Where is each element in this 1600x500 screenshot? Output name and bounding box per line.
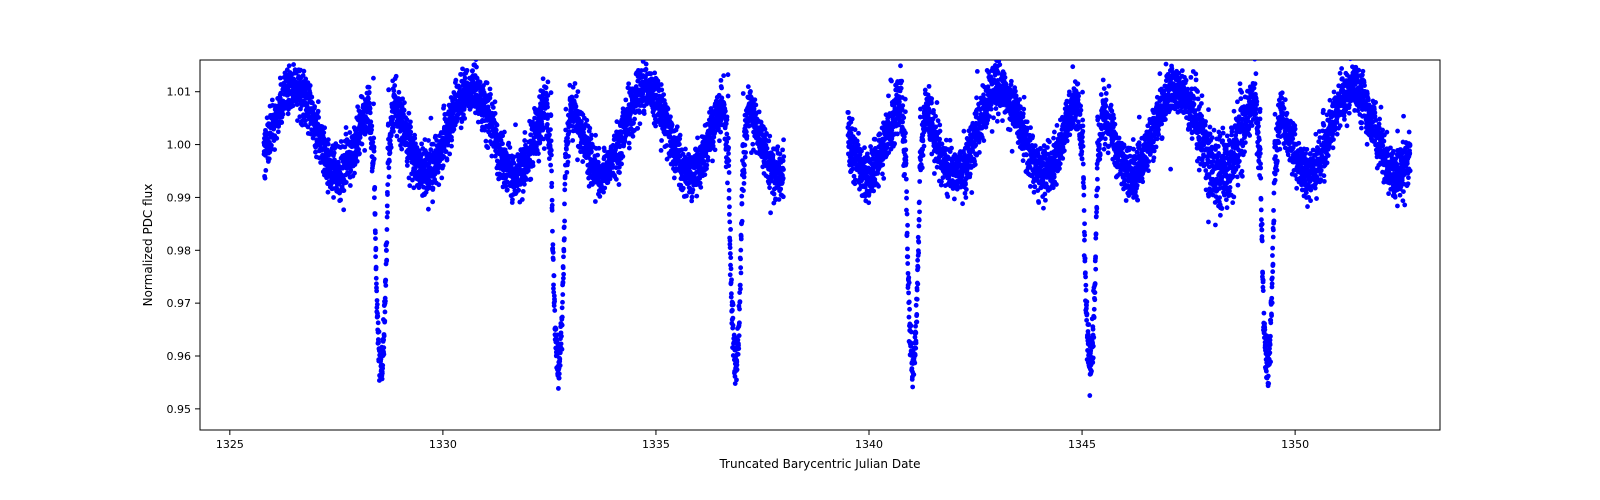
y-tick-label: 1.00 — [167, 139, 192, 152]
y-tick-label: 0.98 — [167, 244, 192, 257]
lightcurve-chart: 1325 1330 1335 1340 1345 1350 0.95 0.96 0.97 0.98… — [0, 0, 1600, 500]
x-tick-label: 1345 — [1068, 438, 1096, 451]
y-tick-label: 0.96 — [167, 350, 192, 363]
x-tick-label: 1340 — [855, 438, 883, 451]
y-tick-label: 1.01 — [167, 86, 192, 99]
scatter-points — [262, 45, 1413, 398]
x-tick-label: 1335 — [642, 438, 670, 451]
x-tick-label: 1350 — [1281, 438, 1309, 451]
x-tick-label: 1330 — [429, 438, 457, 451]
y-tick-label: 0.95 — [167, 403, 192, 416]
x-axis-label: Truncated Barycentric Julian Date — [718, 457, 920, 471]
y-axis-label: Normalized PDC flux — [141, 184, 155, 307]
chart-svg: 1325 1330 1335 1340 1345 1350 0.95 0.96 0.97 0.98… — [0, 0, 1600, 500]
y-tick-label: 0.99 — [167, 191, 192, 204]
y-tick-label: 0.97 — [167, 297, 192, 310]
x-tick-label: 1325 — [216, 438, 244, 451]
